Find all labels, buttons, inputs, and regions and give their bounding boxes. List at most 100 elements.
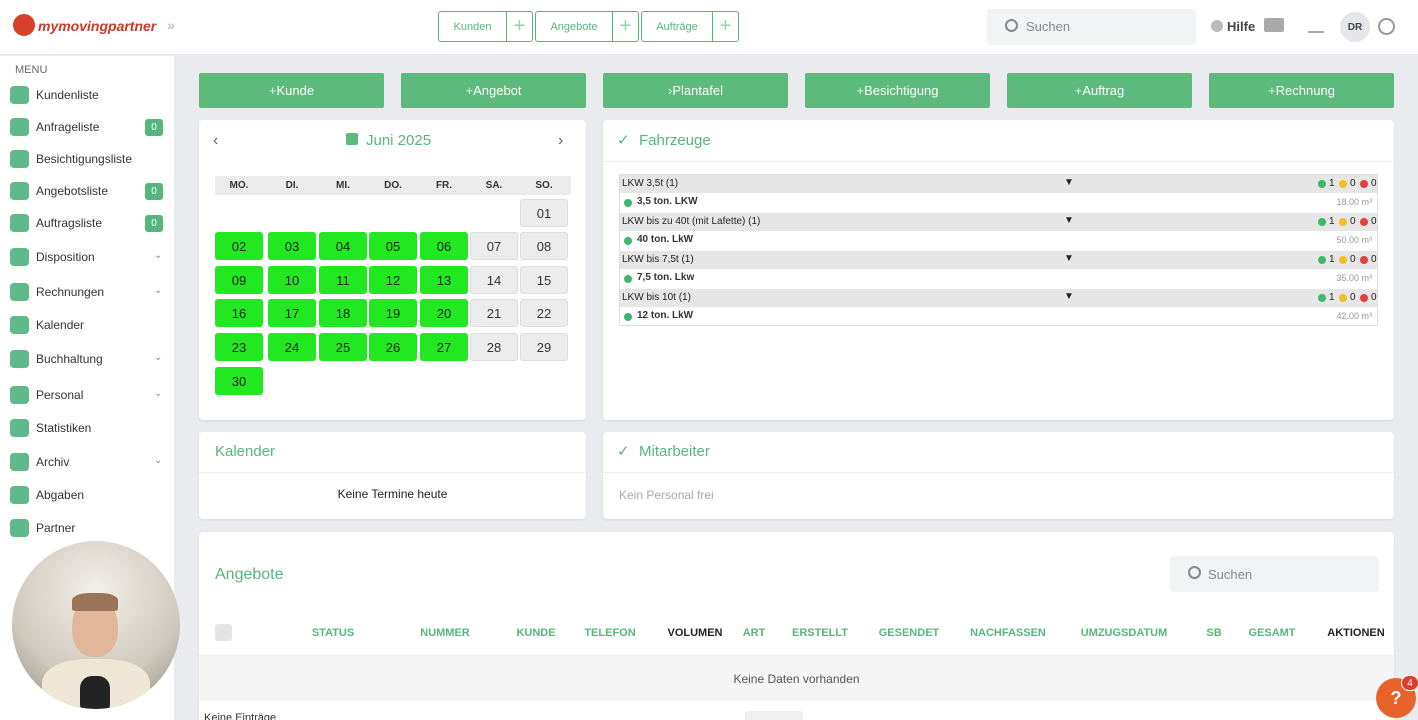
calendar-day[interactable]: 09 (215, 266, 263, 294)
action-button[interactable]: + Rechnung (1209, 73, 1394, 108)
expand-arrow[interactable]: ▼ (1064, 177, 1074, 188)
select-all-checkbox[interactable] (215, 624, 232, 641)
column-header[interactable]: NUMMER (420, 627, 470, 639)
menu-icon[interactable] (10, 283, 29, 301)
calendar-day[interactable]: 12 (369, 266, 417, 294)
calendar-day[interactable]: 16 (215, 299, 263, 327)
tab-button[interactable]: Kunden + (438, 11, 533, 42)
expand-arrow[interactable]: ▼ (1064, 253, 1074, 264)
pagination[interactable] (745, 711, 803, 720)
menu-item[interactable]: Buchhaltung (36, 352, 103, 366)
menu-item[interactable]: Angebotsliste (36, 184, 109, 198)
menu-icon[interactable] (10, 316, 29, 334)
stats-icon[interactable] (1308, 20, 1324, 33)
column-header[interactable]: NACHFASSEN (970, 627, 1046, 639)
tab-button[interactable]: Angebote + (535, 11, 639, 42)
calendar-day[interactable]: 18 (319, 299, 367, 327)
menu-icon[interactable] (10, 182, 29, 200)
menu-item[interactable]: Partner (36, 521, 76, 535)
mail-icon[interactable] (1264, 18, 1284, 32)
menu-item[interactable]: Anfrageliste (36, 120, 100, 134)
calendar-day[interactable]: 08 (520, 232, 568, 260)
help-link[interactable]: Hilfe (1227, 19, 1256, 34)
calendar-day[interactable]: 04 (319, 232, 367, 260)
column-header[interactable]: SB (1206, 627, 1222, 639)
column-header[interactable]: UMZUGSDATUM (1080, 627, 1168, 639)
calendar-day[interactable]: 02 (215, 232, 263, 260)
calendar-day[interactable]: 21 (470, 299, 518, 327)
calendar-day[interactable]: 07 (470, 232, 518, 260)
column-header[interactable]: KUNDE (516, 627, 556, 639)
menu-icon[interactable] (10, 214, 29, 232)
action-button[interactable]: + Auftrag (1007, 73, 1192, 108)
menu-item[interactable]: Auftragsliste (36, 216, 103, 230)
column-header[interactable]: ART (742, 627, 766, 639)
menu-item[interactable]: Archiv (36, 455, 70, 469)
menu-item[interactable]: Abgaben (36, 488, 85, 502)
calendar-day[interactable]: 19 (369, 299, 417, 327)
webcam-overlay (12, 541, 180, 709)
calendar-day[interactable]: 06 (420, 232, 468, 260)
menu-icon[interactable] (10, 419, 29, 437)
calendar-day[interactable]: 30 (215, 367, 263, 395)
calendar-day[interactable]: 20 (420, 299, 468, 327)
calendar-day[interactable]: 29 (520, 333, 568, 361)
menu-item[interactable]: Kundenliste (36, 88, 99, 102)
action-button[interactable]: › Plantafel (603, 73, 788, 108)
menu-icon[interactable] (10, 519, 29, 537)
column-header[interactable]: AKTIONEN (1327, 627, 1385, 639)
calendar-day[interactable]: 10 (268, 266, 316, 294)
menu-item[interactable]: Disposition (36, 250, 95, 264)
calendar-day[interactable]: 13 (420, 266, 468, 294)
search-box[interactable]: Suchen (987, 9, 1196, 45)
calendar-day[interactable]: 15 (520, 266, 568, 294)
prev-month[interactable]: ‹ (213, 132, 219, 149)
avatar[interactable]: DR (1340, 12, 1370, 42)
calendar-day[interactable]: 24 (268, 333, 316, 361)
column-header[interactable]: ERSTELLT (791, 627, 848, 639)
menu-item[interactable]: Kalender (36, 318, 85, 332)
tab-plus[interactable]: + (506, 12, 532, 41)
menu-item[interactable]: Rechnungen (36, 285, 105, 299)
action-button[interactable]: + Kunde (199, 73, 384, 108)
tab-button[interactable]: Aufträge + (641, 11, 739, 42)
calendar-day[interactable]: 26 (369, 333, 417, 361)
column-header[interactable]: TELEFON (584, 627, 636, 639)
menu-icon[interactable] (10, 486, 29, 504)
calendar-day[interactable]: 23 (215, 333, 263, 361)
calendar-day[interactable]: 25 (319, 333, 367, 361)
menu-icon[interactable] (10, 150, 29, 168)
menu-item[interactable]: Personal (36, 388, 84, 402)
calendar-day[interactable]: 22 (520, 299, 568, 327)
calendar-day[interactable]: 11 (319, 266, 367, 294)
settings-icon[interactable] (1378, 18, 1395, 35)
column-header[interactable]: VOLUMEN (667, 627, 723, 639)
menu-icon[interactable] (10, 118, 29, 136)
menu-icon[interactable] (10, 86, 29, 104)
tab-plus[interactable]: + (612, 12, 638, 41)
menu-item[interactable]: Besichtigungsliste (36, 152, 133, 166)
menu-icon[interactable] (10, 386, 29, 404)
expand-arrow[interactable]: ▼ (1064, 215, 1074, 226)
column-header[interactable]: GESAMT (1248, 627, 1296, 639)
tab-plus[interactable]: + (712, 12, 738, 41)
expand-arrow[interactable]: ▼ (1064, 291, 1074, 302)
calendar-day[interactable]: 14 (470, 266, 518, 294)
calendar-day[interactable]: 28 (470, 333, 518, 361)
calendar-day[interactable]: 17 (268, 299, 316, 327)
column-header[interactable]: GESENDET (878, 627, 940, 639)
search-box[interactable]: Suchen (1170, 556, 1379, 592)
calendar-day[interactable]: 27 (420, 333, 468, 361)
calendar-day[interactable]: 05 (369, 232, 417, 260)
menu-icon[interactable] (10, 350, 29, 368)
next-month[interactable]: › (558, 132, 564, 149)
column-header[interactable]: STATUS (311, 627, 355, 639)
menu-item[interactable]: Statistiken (36, 421, 92, 435)
menu-icon[interactable] (10, 453, 29, 471)
action-button[interactable]: + Angebot (401, 73, 586, 108)
menu-icon[interactable] (10, 248, 29, 266)
logo[interactable]: mymovingpartner (38, 18, 157, 34)
calendar-day[interactable]: 01 (520, 199, 568, 227)
calendar-day[interactable]: 03 (268, 232, 316, 260)
action-button[interactable]: + Besichtigung (805, 73, 990, 108)
